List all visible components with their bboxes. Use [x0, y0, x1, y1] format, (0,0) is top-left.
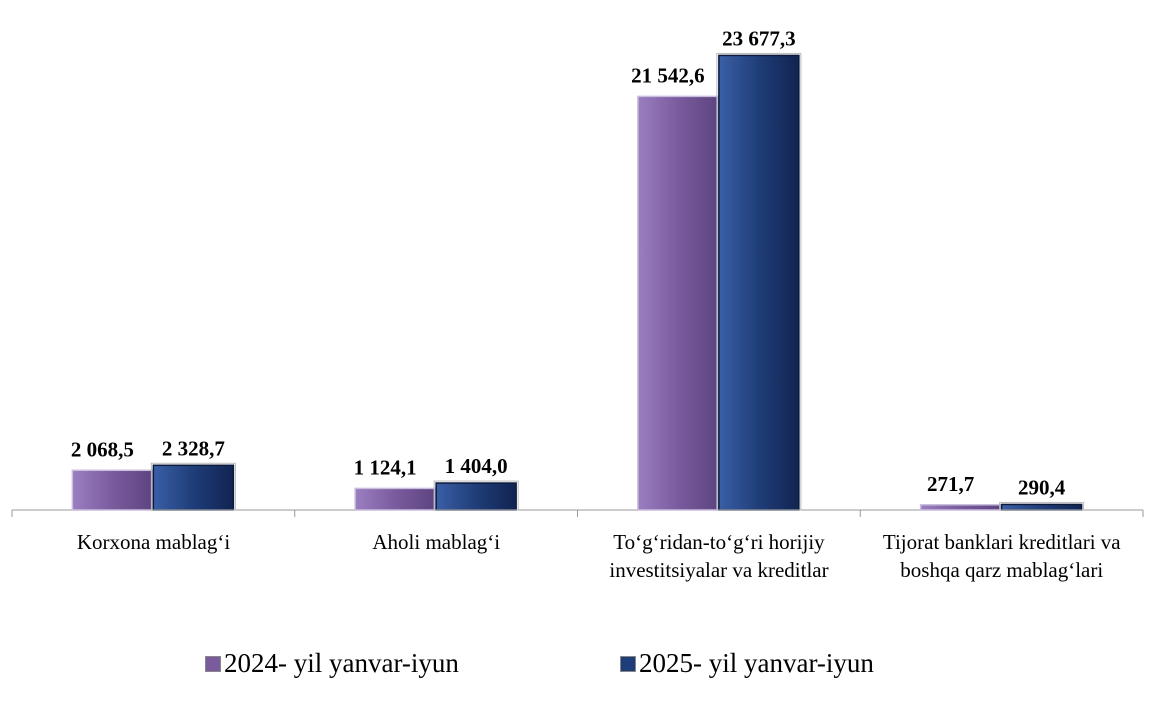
bar	[637, 95, 719, 511]
bar	[152, 464, 235, 511]
legend-label: 2025- yil yanvar-iyun	[639, 648, 874, 678]
legend-swatch	[620, 655, 636, 672]
bar	[71, 469, 154, 511]
data-label: 271,7	[927, 472, 974, 496]
legend-item: 2025- yil yanvar-iyun	[620, 648, 874, 679]
bar-frame	[433, 480, 519, 511]
data-label: 23 677,3	[722, 26, 796, 50]
x-tick-label: Korxona mablag‘i	[76, 530, 231, 554]
data-label: 1 404,0	[445, 454, 508, 478]
bar	[919, 504, 1002, 511]
bar-frame	[999, 501, 1085, 511]
bar-frame	[716, 52, 802, 511]
data-label: 21 542,6	[631, 63, 705, 87]
legend-item: 2024- yil yanvar-iyun	[205, 648, 459, 679]
bar	[435, 482, 517, 511]
x-tick-label: To‘g‘ridan-to‘g‘ri horijiy investitsiyal…	[609, 530, 829, 582]
x-tick-label: Tijorat banklari kreditlari va boshqa qa…	[882, 530, 1121, 582]
legend-label: 2024- yil yanvar-iyun	[224, 648, 459, 678]
bar	[718, 54, 800, 511]
bar	[354, 487, 436, 511]
bar-frame	[150, 462, 236, 511]
legend-swatch	[205, 655, 221, 672]
data-label: 290,4	[1018, 475, 1066, 499]
data-label: 2 068,5	[71, 437, 134, 461]
x-tick-label: Aholi mablag‘i	[372, 530, 501, 554]
bar	[1000, 503, 1083, 511]
data-label: 1 124,1	[354, 455, 417, 479]
data-label: 2 328,7	[162, 436, 225, 460]
